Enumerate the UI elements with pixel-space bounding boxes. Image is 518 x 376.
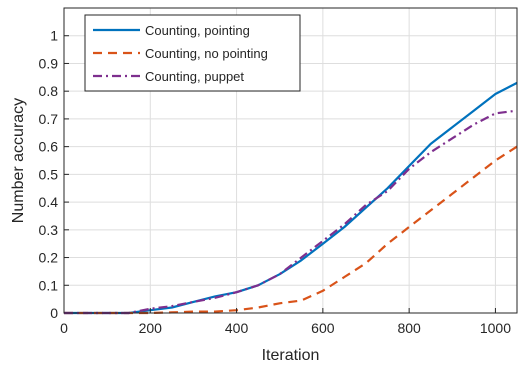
x-tick-label: 800 <box>397 320 421 336</box>
legend-box <box>84 14 301 92</box>
y-tick-label: 0 <box>50 305 58 321</box>
y-tick-label: 1 <box>50 28 58 44</box>
x-tick-label: 600 <box>311 320 335 336</box>
legend-label: Counting, no pointing <box>145 46 268 61</box>
y-tick-label: 0.8 <box>39 83 59 99</box>
y-tick-label: 0.9 <box>39 55 59 71</box>
series-line-1 <box>64 81 518 315</box>
legend-label: Counting, pointing <box>145 23 250 38</box>
series-line-3 <box>64 109 518 315</box>
x-tick-label: 1000 <box>480 320 511 336</box>
y-tick-label: 0.7 <box>39 111 59 127</box>
y-tick-label: 0.4 <box>39 194 59 210</box>
legend: Counting, pointing Counting, no pointing C… <box>84 14 301 92</box>
y-axis-label: Number accuracy <box>10 98 27 223</box>
axis-ticks: 0 200 400 600 800 1000 0 0.1 0.2 0.3 0.4 0.5 0.6 0.7 0… <box>39 28 512 336</box>
y-tick-label: 0.2 <box>39 250 59 266</box>
y-tick-label: 0.3 <box>39 222 59 238</box>
x-tick-label: 200 <box>139 320 163 336</box>
x-tick-label: 400 <box>225 320 249 336</box>
legend-label: Counting, puppet <box>145 69 244 84</box>
series-lines <box>64 81 518 315</box>
y-tick-label: 0.5 <box>39 166 59 182</box>
y-tick-label: 0.6 <box>39 139 59 155</box>
plot-frame <box>63 7 518 314</box>
series-line-2 <box>64 145 518 315</box>
x-tick-label: 0 <box>60 320 68 336</box>
y-tick-label: 0.1 <box>39 277 59 293</box>
x-axis-label: Iteration <box>262 347 320 364</box>
